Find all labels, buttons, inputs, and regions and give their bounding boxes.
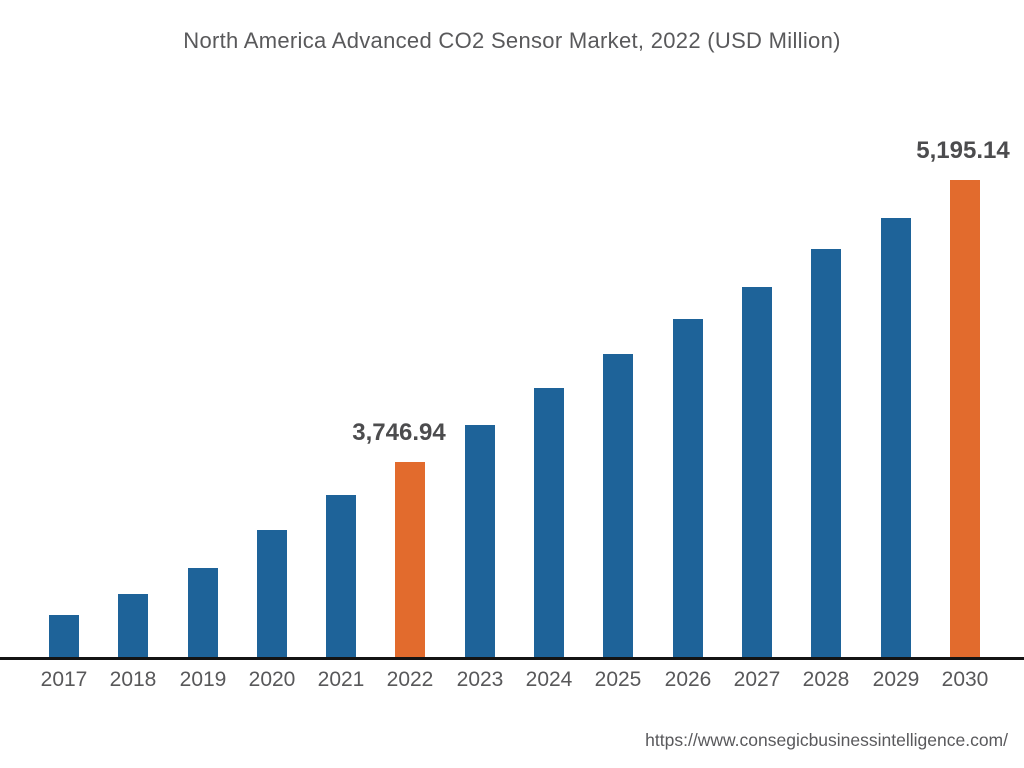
x-tick-2020: 2020: [248, 668, 296, 691]
bar-2030: [950, 180, 980, 657]
x-tick-2023: 2023: [456, 668, 504, 691]
x-tick-2028: 2028: [802, 668, 850, 691]
bar-2029: [881, 218, 911, 657]
x-axis-line: [0, 657, 1024, 660]
x-tick-2017: 2017: [40, 668, 88, 691]
bar-2024: [534, 388, 564, 657]
bar-2019: [188, 568, 218, 657]
x-tick-2027: 2027: [733, 668, 781, 691]
x-tick-2030: 2030: [941, 668, 989, 691]
bar-2020: [257, 530, 287, 657]
bar-2021: [326, 495, 356, 657]
x-tick-2026: 2026: [664, 668, 712, 691]
x-tick-2018: 2018: [109, 668, 157, 691]
bar-2022: [395, 462, 425, 657]
x-tick-2022: 2022: [386, 668, 434, 691]
bar-2018: [118, 594, 148, 657]
x-tick-2025: 2025: [594, 668, 642, 691]
data-label-2030: 5,195.14: [916, 137, 1010, 164]
bar-2017: [49, 615, 79, 657]
data-label-2022: 3,746.94: [352, 419, 446, 446]
x-tick-2019: 2019: [179, 668, 227, 691]
bar-2027: [742, 287, 772, 657]
bar-2025: [603, 354, 633, 657]
bar-2023: [465, 425, 495, 657]
bar-2026: [673, 319, 703, 657]
x-tick-2029: 2029: [872, 668, 920, 691]
bar-2028: [811, 249, 841, 657]
chart-title: North America Advanced CO2 Sensor Market…: [183, 28, 841, 53]
source-url-text: https://www.consegicbusinessintelligence…: [645, 730, 1008, 750]
x-tick-2024: 2024: [525, 668, 573, 691]
x-tick-2021: 2021: [317, 668, 365, 691]
